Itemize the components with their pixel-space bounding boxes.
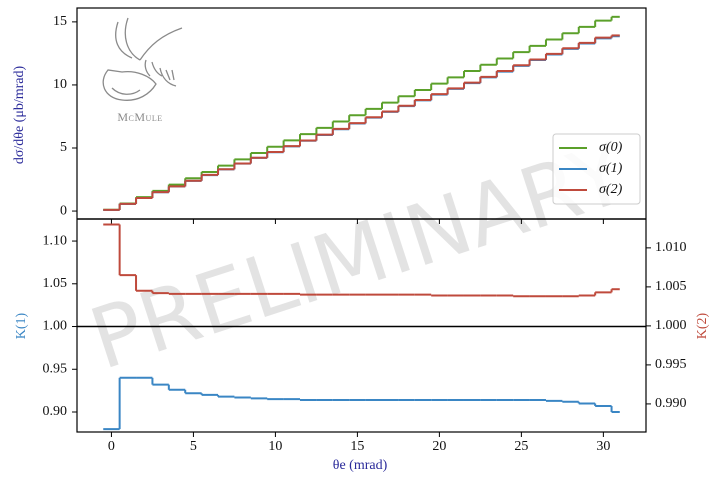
logo-text: McMule	[117, 110, 162, 124]
y-tick-label: 0.90	[43, 404, 68, 419]
x-tick-label: 25	[514, 439, 528, 454]
y-axis-label: dσ/dθe (μb/mrad)	[12, 65, 27, 164]
y-tick-label: 0	[60, 203, 67, 218]
y-tick-label: 1.00	[43, 319, 68, 334]
x-tick-label: 30	[596, 439, 610, 454]
y-tick-label: 5	[60, 140, 67, 155]
y-tick-label: 15	[53, 14, 67, 29]
y-tick-label: 1.10	[43, 233, 68, 248]
x-tick-label: 10	[268, 439, 282, 454]
y2-tick-label: 1.010	[655, 240, 687, 255]
y2-tick-label: 0.995	[655, 357, 687, 372]
y2-tick-label: 1.000	[655, 318, 687, 333]
plot-frame	[76, 7, 647, 433]
legend-label: σ(0)	[599, 140, 623, 155]
x-tick-label: 5	[190, 439, 197, 454]
y2-axis-label: K(2)	[695, 312, 710, 339]
legend-label: σ(1)	[599, 161, 623, 176]
y2-tick-label: 0.990	[655, 396, 687, 411]
y-tick-label: 10	[53, 77, 67, 92]
legend-box	[552, 133, 641, 205]
x-tick-label: 20	[432, 439, 446, 454]
y-tick-label: 0.95	[43, 361, 68, 376]
y2-tick-label: 1.005	[655, 279, 687, 294]
y-axis-label: K(1)	[14, 312, 29, 339]
legend-label: σ(2)	[599, 182, 623, 197]
logo-drawing	[102, 17, 183, 101]
x-tick-label: 0	[108, 439, 115, 454]
y-tick-label: 1.05	[43, 276, 68, 291]
x-tick-label: 15	[350, 439, 364, 454]
x-axis-label: θe (mrad)	[333, 458, 388, 473]
